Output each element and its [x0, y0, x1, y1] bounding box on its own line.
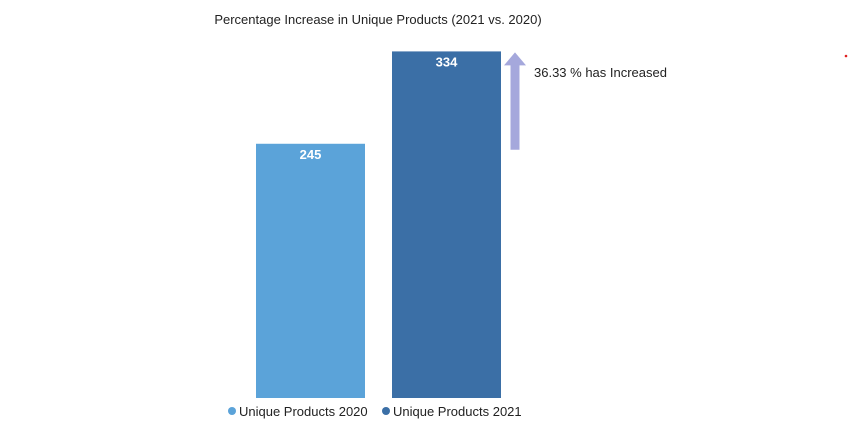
legend-marker-2 [382, 407, 390, 415]
legend-label-1: Unique Products 2020 [239, 404, 368, 419]
bar-1-data-label: 245 [300, 147, 322, 162]
legend-label-2: Unique Products 2021 [393, 404, 522, 419]
legend: Unique Products 2020 Unique Products 2021 [228, 404, 522, 419]
corner-dot [844, 54, 848, 58]
bars-group: 245 334 [256, 51, 501, 399]
increase-arrow-icon [504, 52, 526, 150]
chart-title: Percentage Increase in Unique Products (… [214, 12, 541, 27]
annotation: 36.33 % has Increased [504, 52, 667, 150]
bar-1 [256, 143, 365, 398]
bar-2-data-label: 334 [436, 54, 458, 69]
bar-2 [392, 51, 501, 399]
annotation-text: 36.33 % has Increased [534, 65, 667, 80]
legend-marker-1 [228, 407, 236, 415]
